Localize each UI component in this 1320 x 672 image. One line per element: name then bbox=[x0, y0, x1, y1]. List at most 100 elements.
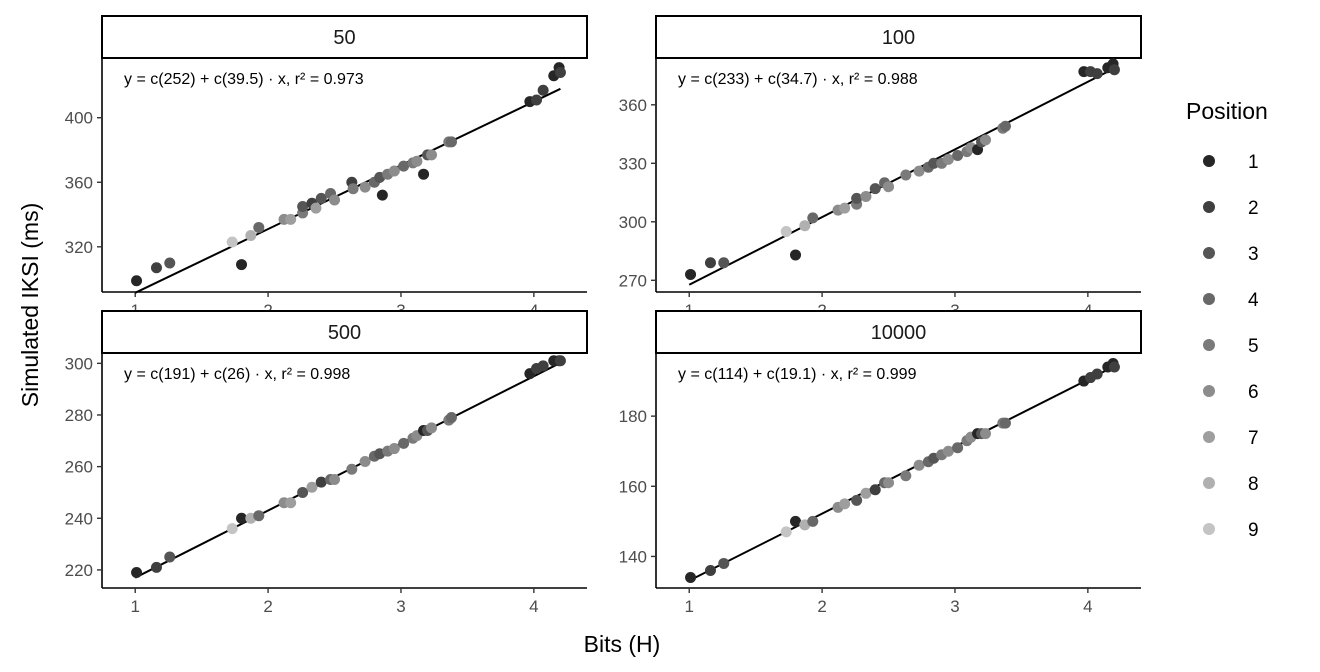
legend-key-8 bbox=[1203, 477, 1215, 489]
data-point bbox=[347, 183, 359, 195]
data-point bbox=[883, 181, 895, 193]
strip-label: 500 bbox=[328, 322, 361, 344]
data-point bbox=[376, 189, 388, 201]
data-point bbox=[900, 470, 912, 482]
data-point bbox=[718, 257, 730, 269]
data-point bbox=[913, 165, 925, 177]
legend-label-2: 2 bbox=[1248, 198, 1259, 219]
data-point bbox=[537, 360, 549, 372]
y-tick-label: 240 bbox=[65, 509, 93, 528]
x-tick-label: 1 bbox=[130, 597, 139, 616]
data-point bbox=[411, 155, 423, 167]
panels: 50 320 360 400 1 2 3 4 y = c(252) + c(39.5) · x,… bbox=[65, 15, 1142, 616]
data-point bbox=[1108, 361, 1120, 373]
legend-key-1 bbox=[1203, 155, 1215, 167]
data-point bbox=[131, 567, 143, 579]
data-point bbox=[359, 181, 371, 193]
data-point bbox=[253, 510, 265, 522]
panel-100: 1002703003303601234y = c(233) + c(34.7) … bbox=[619, 15, 1142, 320]
regression-equation: y = c(233) + c(34.7) · x, r² = 0.988 bbox=[678, 71, 918, 88]
data-point bbox=[839, 202, 851, 214]
data-point bbox=[780, 226, 792, 238]
data-point bbox=[900, 169, 912, 181]
data-point bbox=[913, 459, 925, 471]
data-point bbox=[851, 192, 863, 204]
data-point bbox=[1108, 64, 1120, 76]
legend: Position 1 2 3 4 5 6 7 8 9 bbox=[1186, 98, 1268, 541]
legend-key-2 bbox=[1203, 201, 1215, 213]
data-point bbox=[388, 165, 400, 177]
data-point bbox=[554, 67, 566, 79]
data-point bbox=[226, 523, 238, 535]
y-tick-label: 270 bbox=[619, 271, 647, 290]
strip-label: 100 bbox=[882, 27, 915, 49]
data-point bbox=[839, 498, 851, 510]
data-point bbox=[799, 220, 811, 232]
data-point bbox=[860, 487, 872, 499]
data-point bbox=[807, 515, 819, 527]
y-tick-label: 140 bbox=[619, 547, 647, 566]
data-point bbox=[718, 557, 730, 569]
data-point bbox=[860, 190, 872, 202]
data-point bbox=[164, 257, 176, 269]
data-point bbox=[531, 94, 543, 106]
x-tick-label: 3 bbox=[950, 597, 959, 616]
legend-label-3: 3 bbox=[1248, 244, 1259, 265]
data-point bbox=[253, 221, 265, 233]
data-point bbox=[952, 150, 964, 161]
data-point bbox=[315, 476, 327, 488]
data-point bbox=[297, 200, 309, 212]
x-tick-label: 4 bbox=[1083, 597, 1092, 616]
panel-10000: 10000 140 160 180 1 2 3 4 y = c(114) + c(19.1) ·… bbox=[619, 310, 1142, 616]
x-tick-label: 1 bbox=[684, 597, 693, 616]
y-tick-label: 280 bbox=[65, 406, 93, 425]
data-point bbox=[236, 512, 248, 524]
y-tick-label: 320 bbox=[65, 238, 93, 257]
data-point bbox=[164, 551, 176, 563]
data-point bbox=[537, 84, 549, 96]
data-point bbox=[310, 202, 322, 214]
y-tick-label: 220 bbox=[65, 561, 93, 580]
legend-label-8: 8 bbox=[1248, 474, 1259, 495]
strip-box bbox=[655, 310, 1142, 354]
data-point bbox=[398, 160, 410, 172]
strip-box bbox=[101, 310, 588, 354]
x-axis-title: Bits (H) bbox=[584, 631, 661, 657]
data-point bbox=[704, 257, 716, 269]
legend-key-9 bbox=[1203, 523, 1215, 535]
legend-label-7: 7 bbox=[1248, 428, 1259, 449]
strip-label: 50 bbox=[333, 27, 355, 49]
regression-equation: y = c(191) + c(26) · x, r² = 0.998 bbox=[124, 366, 350, 383]
data-point bbox=[928, 157, 940, 169]
legend-title: Position bbox=[1186, 98, 1268, 124]
x-tick-label: 2 bbox=[263, 597, 272, 616]
data-point bbox=[398, 437, 410, 449]
regression-line bbox=[134, 87, 561, 294]
x-tick-label: 4 bbox=[529, 597, 538, 616]
data-point bbox=[851, 494, 863, 506]
y-tick-label: 180 bbox=[619, 407, 647, 426]
legend-label-5: 5 bbox=[1248, 336, 1259, 357]
data-point bbox=[285, 213, 297, 225]
y-tick-label: 300 bbox=[65, 354, 93, 373]
y-tick-label: 400 bbox=[65, 109, 93, 128]
data-point bbox=[226, 236, 238, 248]
data-point bbox=[980, 428, 992, 440]
legend-key-4 bbox=[1203, 293, 1215, 305]
legend-key-3 bbox=[1203, 247, 1215, 259]
legend-label-4: 4 bbox=[1248, 290, 1259, 311]
legend-key-6 bbox=[1203, 385, 1215, 397]
y-tick-label: 360 bbox=[65, 173, 93, 192]
y-axis-title: Simulated IKSI (ms) bbox=[17, 203, 43, 408]
data-point bbox=[359, 455, 371, 467]
data-point bbox=[245, 230, 257, 242]
data-point bbox=[426, 149, 438, 161]
strip-box bbox=[655, 15, 1142, 59]
data-point bbox=[883, 477, 895, 489]
regression-equation: y = c(252) + c(39.5) · x, r² = 0.973 bbox=[124, 71, 364, 88]
data-point bbox=[346, 463, 358, 475]
data-point bbox=[704, 564, 716, 576]
data-point bbox=[869, 484, 881, 496]
data-point bbox=[150, 262, 162, 274]
panel-500: 500 220 240 260 280 300 1 2 3 4 y = c(191) + c(26)… bbox=[65, 310, 588, 616]
